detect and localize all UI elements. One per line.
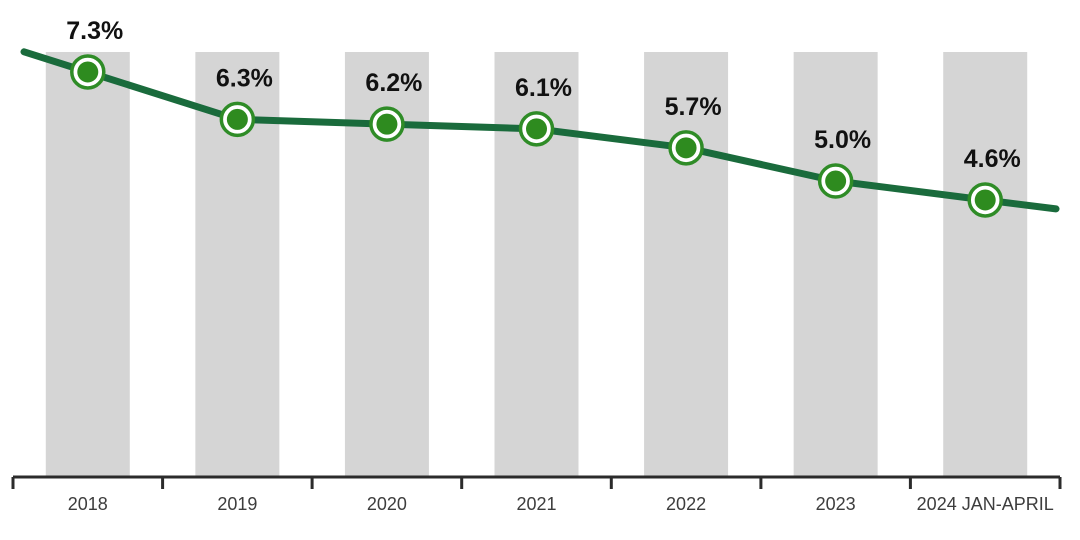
value-label: 5.7% (665, 93, 722, 121)
data-point-marker (226, 108, 248, 130)
x-axis (11, 475, 1062, 489)
background-bar (943, 52, 1028, 477)
x-tick-label: 2019 (217, 494, 257, 514)
x-tick-label: 2024 JAN-APRIL (917, 494, 1054, 514)
x-tick-label: 2021 (516, 494, 556, 514)
data-point-marker (376, 113, 398, 135)
value-label: 5.0% (814, 126, 871, 154)
data-point-marker (974, 189, 996, 211)
background-bar (644, 52, 729, 477)
data-point-marker (77, 61, 99, 83)
background-bar (793, 52, 878, 477)
value-label: 6.2% (365, 69, 422, 97)
data-point-marker (825, 170, 847, 192)
x-tick-label: 2022 (666, 494, 706, 514)
value-label: 7.3% (66, 17, 123, 45)
x-tick-label: 2023 (816, 494, 856, 514)
background-bar (45, 52, 130, 477)
x-tick-label: 2020 (367, 494, 407, 514)
data-point-marker (675, 137, 697, 159)
x-tick-label: 2018 (68, 494, 108, 514)
value-label: 6.3% (216, 64, 273, 92)
value-label: 4.6% (964, 145, 1021, 173)
data-point-marker (526, 118, 547, 140)
value-label: 6.1% (515, 74, 572, 102)
